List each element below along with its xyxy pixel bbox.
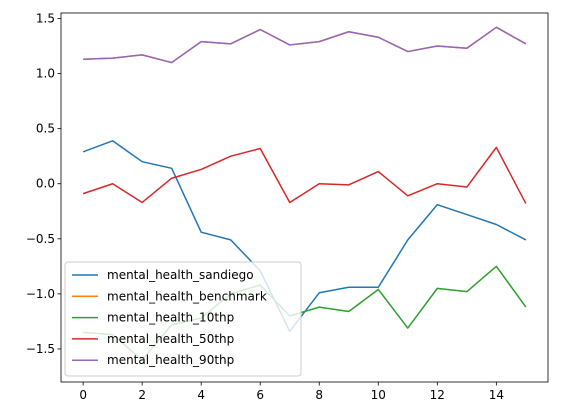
- legend-label: mental_health_sandiego: [107, 268, 254, 282]
- y-tick-label: −1.0: [26, 287, 55, 301]
- series-line-3: [82, 146, 527, 204]
- y-tick-label: 0.0: [36, 177, 55, 191]
- x-tick-label: 8: [315, 388, 323, 402]
- x-tick-label: 14: [489, 388, 504, 402]
- legend-label: mental_health_50thp: [107, 332, 234, 346]
- legend-box: [64, 261, 302, 377]
- x-tick-label: 6: [256, 388, 264, 402]
- x-tick-label: 2: [138, 388, 146, 402]
- y-axis-ticks: −1.5 −1.0 −0.5 0.0 0.5 1.0 1.5: [26, 12, 61, 356]
- x-tick-label: 10: [371, 388, 386, 402]
- legend: mental_health_sandiego mental_health_benc…: [64, 261, 302, 377]
- x-axis-ticks: 0 2 4 6 8 10 12 14: [79, 382, 504, 402]
- y-tick-label: 1.0: [36, 67, 55, 81]
- series-line-4: [83, 26, 527, 64]
- x-tick-label: 4: [197, 388, 205, 402]
- y-tick-label: −1.5: [26, 342, 55, 356]
- legend-label: mental_health_benchmark: [107, 289, 267, 303]
- y-tick-label: −0.5: [26, 232, 55, 246]
- x-tick-label: 12: [430, 388, 445, 402]
- legend-label: mental_health_90thp: [107, 353, 234, 367]
- y-tick-label: 0.5: [36, 122, 55, 136]
- legend-label: mental_health_10thp: [107, 311, 234, 325]
- x-tick-label: 0: [79, 388, 87, 402]
- y-tick-label: 1.5: [36, 12, 55, 26]
- axes-frame: [60, 12, 549, 383]
